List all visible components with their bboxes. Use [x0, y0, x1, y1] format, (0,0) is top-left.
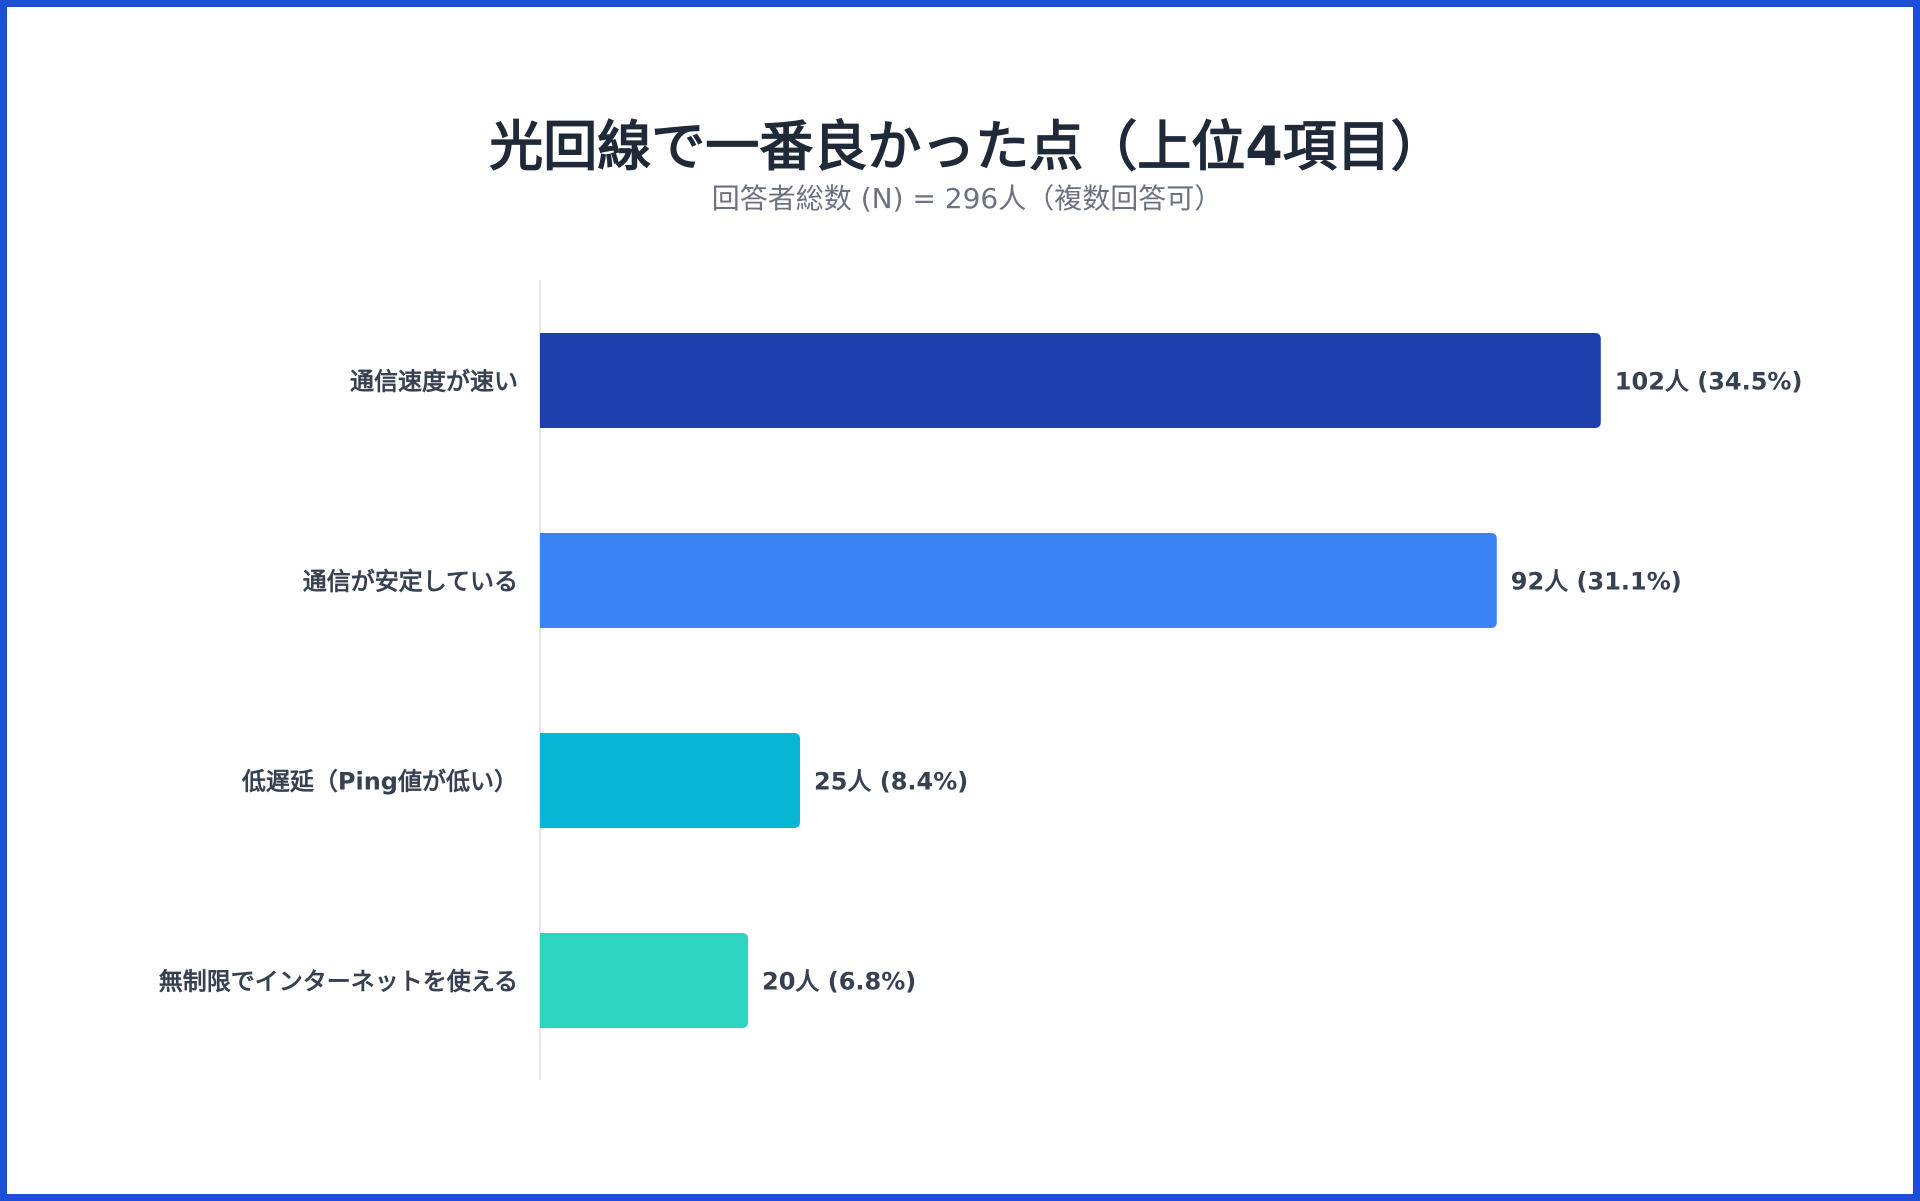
chart-title: 光回線で一番良かった点（上位4項目） — [489, 115, 1445, 178]
data-label: 20人 (6.8%) — [762, 968, 916, 996]
bar — [540, 333, 1601, 428]
bar — [540, 733, 800, 828]
data-label: 25人 (8.4%) — [814, 768, 968, 796]
category-label: 通信速度が速い — [350, 368, 518, 396]
data-label: 92人 (31.1%) — [1511, 568, 1682, 596]
category-label: 低遅延（Ping値が低い） — [241, 768, 518, 796]
data-label: 102人 (34.5%) — [1615, 368, 1803, 396]
category-label: 通信が安定している — [303, 568, 518, 596]
bar — [540, 533, 1497, 628]
category-label: 無制限でインターネットを使える — [159, 968, 518, 996]
chart-subtitle: 回答者総数 (N) = 296人（複数回答可） — [711, 182, 1223, 215]
bar — [540, 933, 748, 1028]
